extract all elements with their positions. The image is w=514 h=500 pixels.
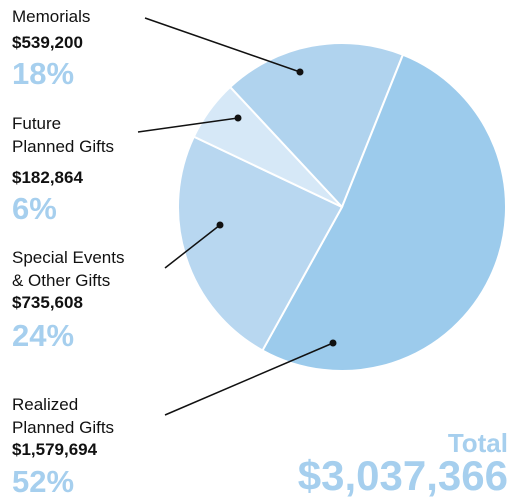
slice-amount: $539,200 [12, 33, 83, 52]
slice-name: Future Planned Gifts [12, 114, 115, 156]
slice-amount: $1,579,694 [12, 440, 98, 459]
slice-name: Realized Planned Gifts [12, 395, 115, 437]
slice-name: Special Events & Other Gifts [12, 248, 125, 290]
pie-slice [177, 135, 344, 352]
leader-dot [296, 68, 304, 76]
slice-name: Memorials [12, 7, 91, 26]
pie-slice [192, 85, 343, 208]
slice-percent: 6% [12, 191, 57, 226]
slice-percent: 18% [12, 56, 75, 91]
pie-slice [261, 53, 507, 372]
leader-line [164, 224, 221, 269]
leader-dot [216, 221, 224, 229]
leader-line [137, 117, 239, 133]
slice-amount: $182,864 [12, 168, 83, 187]
leader-line [144, 17, 301, 73]
leader-dot [329, 339, 337, 347]
total-value: $3,037,366 [297, 452, 508, 499]
slice-percent: 24% [12, 318, 75, 353]
slice-amount: $735,608 [12, 293, 83, 312]
slice-percent: 52% [12, 464, 75, 499]
leader-line [164, 342, 334, 416]
total-label: Total [447, 428, 508, 458]
pie-slice [228, 42, 405, 209]
leader-dot [234, 114, 242, 122]
